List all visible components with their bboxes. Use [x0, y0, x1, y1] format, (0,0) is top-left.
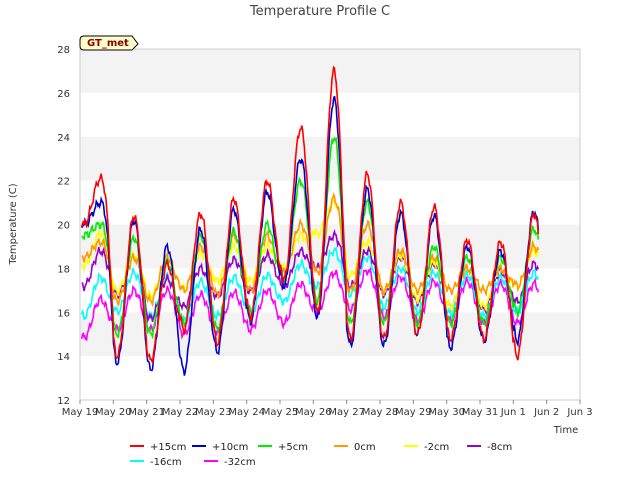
legend-item: -16cm [130, 457, 182, 468]
legend-item: -2cm [404, 442, 449, 453]
x-tick-label: May 20 [95, 407, 132, 418]
x-tick-label: May 27 [328, 407, 365, 418]
legend-item: +5cm [258, 442, 308, 453]
legend-item: -32cm [204, 457, 256, 468]
plot-frame [79, 48, 581, 401]
x-tick-label: Jun 3 [566, 407, 592, 418]
x-tick-label: May 19 [62, 407, 99, 418]
y-tick-label: 24 [57, 133, 70, 144]
gt-met-badge: GT_met [79, 35, 139, 51]
legend-label: -16cm [150, 457, 182, 468]
legend-label: +10cm [212, 442, 248, 453]
x-tick-label: May 29 [395, 407, 432, 418]
badge-label: GT_met [87, 38, 129, 49]
x-tick-label: May 22 [162, 407, 199, 418]
y-axis-ticks: 12 14 16 18 20 22 24 26 28 [57, 45, 70, 407]
x-tick-label: May 26 [295, 407, 332, 418]
legend-item: 0cm [334, 442, 376, 453]
y-tick-label: 22 [57, 177, 70, 188]
legend-label: -32cm [224, 457, 256, 468]
legend-item: +15cm [130, 442, 186, 453]
plot-lines [80, 65, 540, 376]
grid-band [80, 312, 580, 357]
y-tick-label: 12 [57, 396, 70, 407]
legend-item: -8cm [467, 442, 512, 453]
series-line-+15cm [80, 65, 540, 365]
x-tick-label: May 25 [262, 407, 299, 418]
x-tick-label: May 23 [195, 407, 232, 418]
x-tick-label: May 30 [428, 407, 465, 418]
y-tick-label: 14 [57, 352, 70, 363]
legend-item: +10cm [192, 442, 248, 453]
legend-label: 0cm [354, 442, 376, 453]
legend-label: -2cm [424, 442, 449, 453]
legend-label: +15cm [150, 442, 186, 453]
y-axis-title: Temperature (C) [8, 183, 19, 265]
x-tick-label: Jun 1 [500, 407, 526, 418]
x-tick-label: May 24 [228, 407, 265, 418]
y-tick-label: 18 [57, 264, 70, 275]
x-tick-label: May 28 [362, 407, 399, 418]
x-tick-label: May 21 [128, 407, 165, 418]
chart-title: Temperature Profile C [249, 4, 390, 19]
y-tick-label: 20 [57, 221, 70, 232]
legend-label: -8cm [487, 442, 512, 453]
grid-band [80, 49, 580, 93]
y-tick-label: 16 [57, 308, 70, 319]
x-tick-label: May 31 [462, 407, 499, 418]
x-tick-label: Jun 2 [533, 407, 559, 418]
legend: +15cm +10cm +5cm 0cm -2cm -8cm -16cm -32cm [130, 442, 512, 468]
x-axis-title: Time [553, 425, 578, 436]
y-tick-label: 26 [57, 89, 70, 100]
y-tick-label: 28 [57, 45, 70, 56]
legend-label: +5cm [278, 442, 308, 453]
